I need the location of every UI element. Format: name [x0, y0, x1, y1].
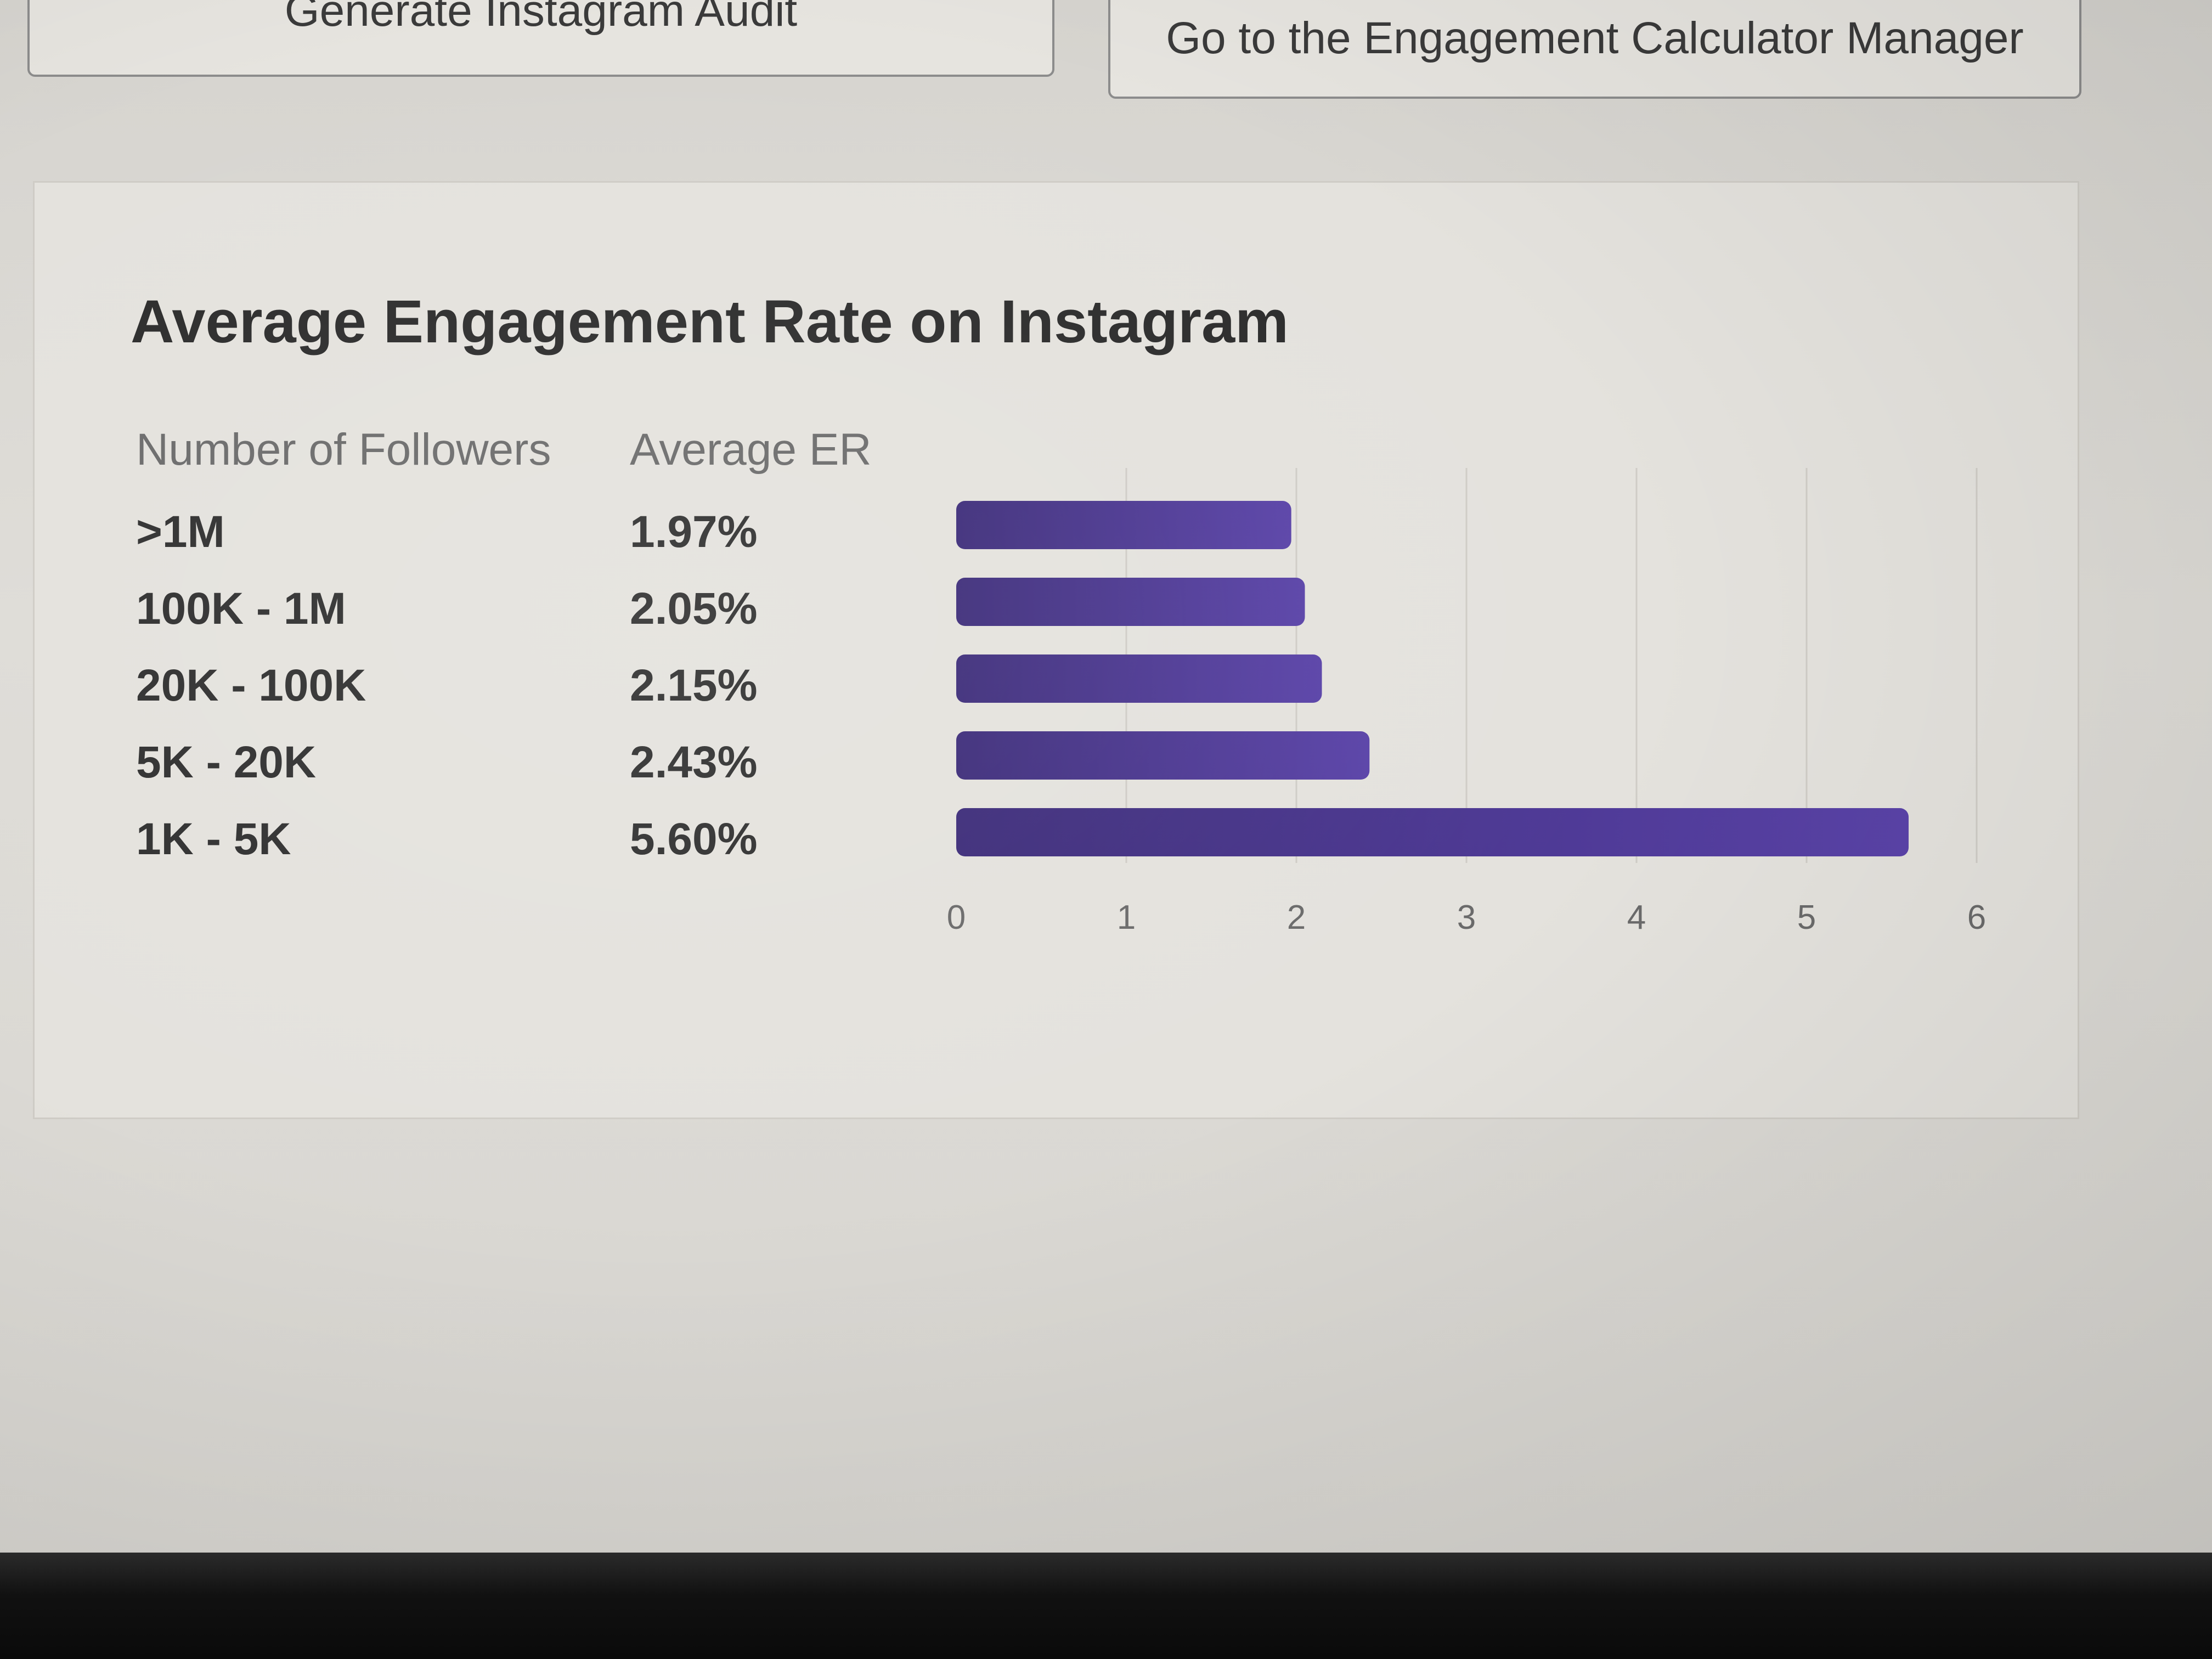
bar-20k-100k [956, 654, 1322, 703]
x-tick-label: 6 [1967, 899, 1986, 936]
x-tick-label: 4 [1627, 899, 1646, 936]
er-column-header: Average ER [630, 425, 872, 475]
bar-100k-1m [956, 578, 1305, 626]
bar-5k-20k [956, 731, 1370, 780]
x-tick-label: 2 [1287, 899, 1306, 936]
engagement-rate-card: Average Engagement Rate on Instagram Num… [33, 181, 2079, 1119]
x-tick-label: 3 [1457, 899, 1476, 936]
row-label: 20K - 100K [136, 661, 366, 710]
generate-audit-button[interactable]: Generate Instagram Audit [27, 0, 1054, 77]
bar-1m [956, 501, 1291, 549]
x-tick-label: 0 [947, 899, 966, 936]
row-label: 100K - 1M [136, 584, 346, 634]
bar-1k-5k [956, 808, 1909, 856]
row-value: 2.15% [630, 661, 758, 710]
x-tick-label: 1 [1117, 899, 1136, 936]
engagement-calculator-manager-button[interactable]: Go to the Engagement Calculator Manager [1108, 0, 2081, 99]
followers-column-header: Number of Followers [136, 425, 551, 475]
x-tick-label: 5 [1797, 899, 1816, 936]
row-value: 2.05% [630, 584, 758, 634]
row-label: >1M [136, 507, 225, 557]
er-bar-chart: 0 1 2 3 4 5 6 [947, 468, 1986, 936]
row-value: 2.43% [630, 737, 758, 787]
row-label: 5K - 20K [136, 737, 317, 787]
row-value: 1.97% [630, 507, 758, 557]
screen: Generate Instagram Audit Go to the Engag… [0, 0, 2212, 1553]
row-value: 5.60% [630, 814, 758, 864]
monitor-bezel [0, 1553, 2212, 1659]
row-label: 1K - 5K [136, 814, 291, 864]
card-title: Average Engagement Rate on Instagram [131, 288, 1289, 356]
